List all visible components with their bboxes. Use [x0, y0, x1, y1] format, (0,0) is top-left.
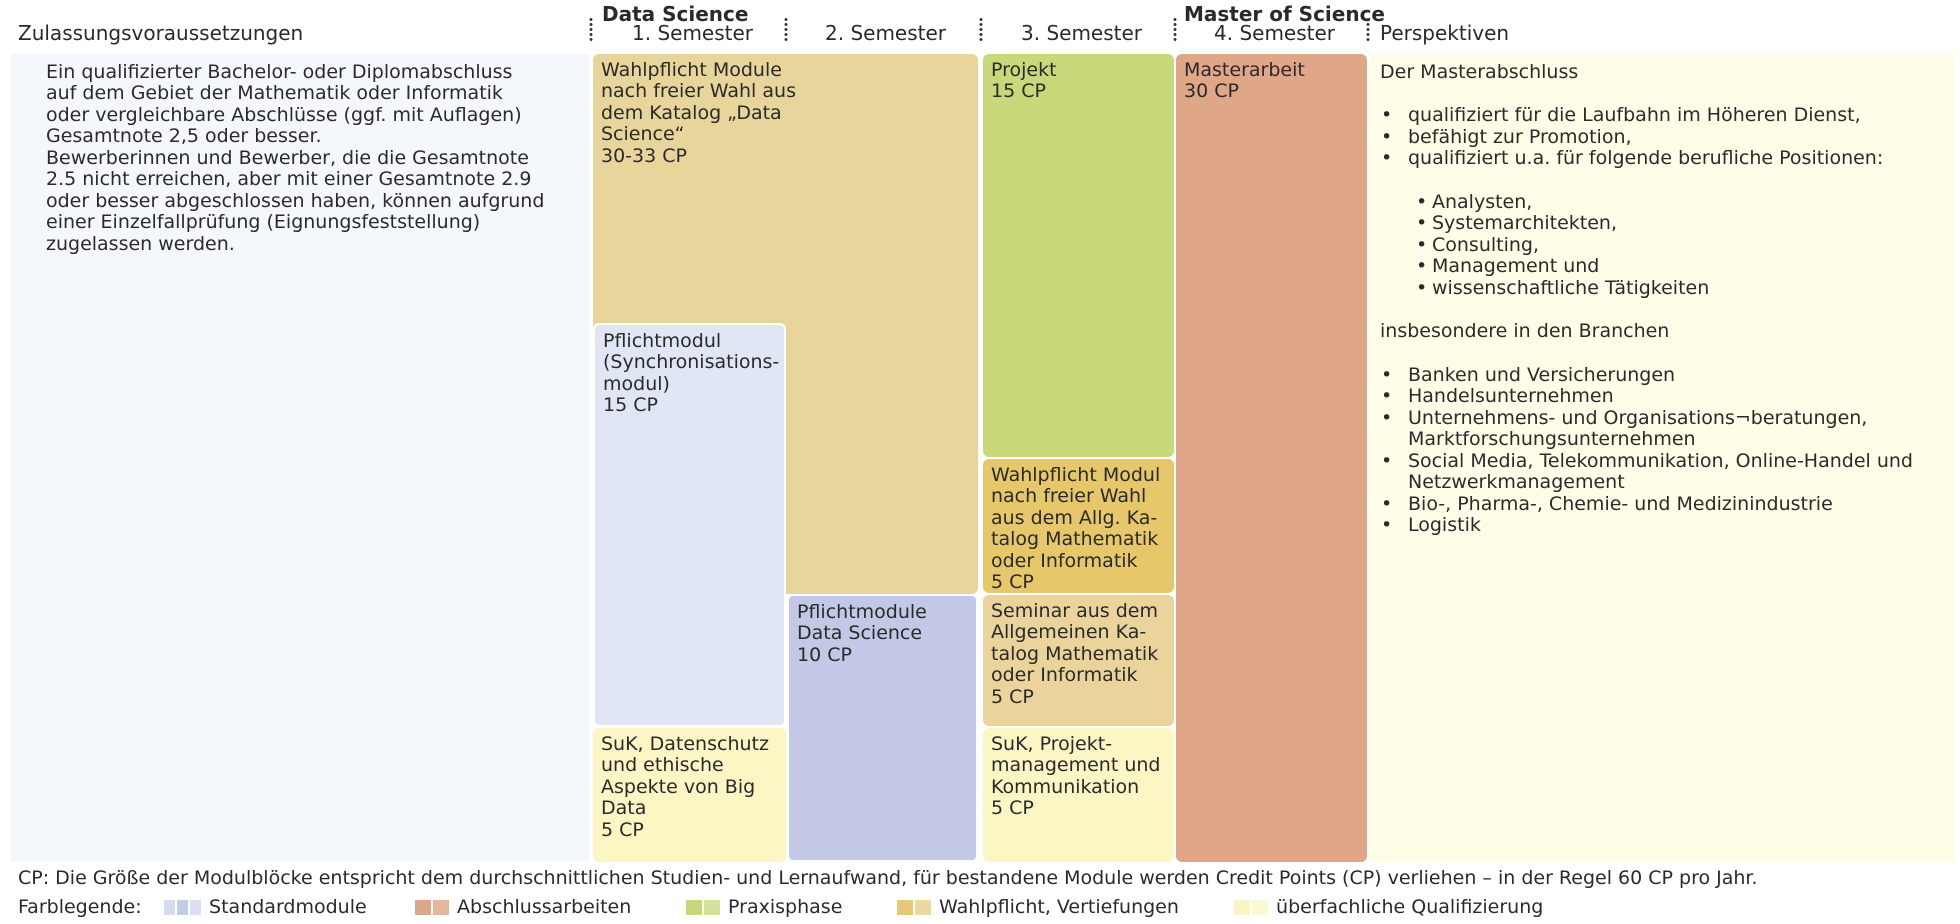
header-degree: Master of Science: [1184, 2, 1385, 26]
module-title: Seminar aus dem Allgemeinen Ka- talog Ma…: [991, 600, 1159, 687]
legend-label: Standardmodule: [209, 896, 367, 918]
legend-label: Wahlpflicht, Vertiefungen: [939, 896, 1179, 918]
legend-title: Farblegende:: [18, 896, 142, 918]
module-title: Masterarbeit: [1184, 59, 1305, 81]
list-item: qualifiziert für die Laufbahn im Höheren…: [1381, 104, 1954, 127]
list-item: Systemarchitekten,: [1416, 212, 1954, 235]
module-suk-projektmanagement: SuK, Projekt- management und Kommunikati…: [983, 728, 1174, 862]
positions-list: Analysten, Systemarchitekten, Consulting…: [1380, 191, 1954, 300]
header-separator: [979, 17, 983, 41]
legend-swatch: [704, 900, 720, 915]
header-semester-2: 2. Semester: [825, 21, 947, 45]
legend-label: Abschlussarbeiten: [457, 896, 632, 918]
list-item: Unternehmens- und Organisations¬beratung…: [1381, 407, 1954, 451]
module-cp: 15 CP: [991, 80, 1046, 103]
legend-swatch: [915, 900, 931, 915]
legend-label: Praxisphase: [728, 896, 843, 918]
header-perspectives: Perspektiven: [1380, 21, 1510, 45]
module-title: SuK, Projekt- management und Kommunikati…: [991, 733, 1161, 798]
header-requirements: Zulassungsvoraussetzungen: [18, 21, 304, 45]
module-title: Pflichtmodule Data Science: [797, 601, 927, 645]
list-item: Bio-, Pharma-, Chemie- und Medizinindust…: [1381, 493, 1954, 516]
list-item: Banken und Versicherungen: [1381, 364, 1954, 387]
module-cp: 10 CP: [797, 643, 852, 666]
module-title: Wahlpflicht Module nach freier Wahl aus …: [601, 59, 796, 146]
module-projekt: Projekt 15 CP: [983, 54, 1174, 457]
module-suk-datenschutz: SuK, Datenschutz und ethische Aspekte vo…: [593, 728, 786, 862]
legend-swatch: [433, 900, 449, 915]
list-item: qualifiziert u.a. für folgende beruflich…: [1381, 147, 1954, 170]
module-title: SuK, Datenschutz und ethische Aspekte vo…: [601, 733, 769, 820]
legend-abschlussarbeiten: Abschlussarbeiten: [415, 896, 632, 918]
legend-wahlpflicht: Wahlpflicht, Vertiefungen: [897, 896, 1179, 918]
requirements-text: Ein qualifizierter Bachelor- oder Diplom…: [46, 61, 545, 255]
cp-note: CP: Die Größe der Modulblöcke entspricht…: [18, 867, 1758, 889]
list-item: Management und: [1416, 255, 1954, 278]
legend-swatch: [1252, 900, 1268, 915]
header-semester-1: 1. Semester: [632, 21, 754, 45]
header-separator: [784, 17, 788, 41]
list-item: Logistik: [1381, 514, 1954, 537]
legend-label: überfachliche Qualifizierung: [1276, 896, 1544, 918]
module-title: Projekt: [991, 59, 1057, 81]
module-cp: 5 CP: [991, 797, 1034, 820]
list-item: Consulting,: [1416, 234, 1954, 257]
list-item: befähigt zur Promotion,: [1381, 126, 1954, 149]
module-masterarbeit: Masterarbeit 30 CP: [1176, 54, 1367, 862]
legend-praxisphase: Praxisphase: [686, 896, 843, 918]
module-cp: 30 CP: [1184, 80, 1239, 103]
module-pflicht-synchronisation: Pflichtmodul (Synchronisations- modul) 1…: [593, 323, 786, 727]
legend-swatch: [164, 900, 175, 915]
legend-standardmodule: Standardmodule: [164, 896, 367, 918]
header-separator: [1366, 17, 1370, 41]
legend-swatch: [686, 900, 702, 915]
legend-swatch: [1234, 900, 1250, 915]
header-semester-4: 4. Semester: [1214, 21, 1336, 45]
branches-list: Banken und Versicherungen Handelsunterne…: [1380, 364, 1954, 537]
list-item: wissenschaftliche Tätigkeiten: [1416, 277, 1954, 300]
legend-swatch: [190, 900, 201, 915]
perspectives-list: qualifiziert für die Laufbahn im Höheren…: [1380, 104, 1954, 170]
list-item: Social Media, Telekommunikation, Online-…: [1381, 450, 1954, 494]
module-cp: 30-33 CP: [601, 144, 687, 167]
header-separator: [1173, 17, 1177, 41]
module-cp: 5 CP: [601, 818, 644, 841]
perspectives-panel: Der Masterabschluss qualifiziert für die…: [1370, 54, 1954, 862]
module-seminar: Seminar aus dem Allgemeinen Ka- talog Ma…: [983, 595, 1174, 726]
list-item: Analysten,: [1416, 191, 1954, 214]
legend-swatch: [897, 900, 913, 915]
module-pflicht-data-science: Pflichtmodule Data Science 10 CP: [787, 594, 978, 862]
module-cp: 15 CP: [603, 394, 658, 417]
perspectives-intro: Der Masterabschluss: [1380, 61, 1579, 83]
header-program-name: Data Science: [602, 2, 749, 26]
legend-swatch: [415, 900, 431, 915]
header-semester-3: 3. Semester: [1021, 21, 1143, 45]
module-title: Wahlpflicht Modul nach freier Wahl aus d…: [991, 464, 1161, 572]
module-cp: 5 CP: [991, 685, 1034, 708]
module-title: Pflichtmodul (Synchronisations- modul): [603, 330, 780, 395]
legend-ueberfachlich: überfachliche Qualifizierung: [1234, 896, 1544, 918]
legend-swatch: [177, 900, 188, 915]
module-cp: 5 CP: [991, 571, 1034, 594]
requirements-panel: Ein qualifizierter Bachelor- oder Diplom…: [11, 54, 589, 862]
branches-intro: insbesondere in den Branchen: [1380, 320, 1670, 343]
header-separator: [589, 17, 593, 41]
module-wahlpflicht-allgemein: Wahlpflicht Modul nach freier Wahl aus d…: [983, 459, 1174, 593]
list-item: Handelsunternehmen: [1381, 385, 1954, 408]
